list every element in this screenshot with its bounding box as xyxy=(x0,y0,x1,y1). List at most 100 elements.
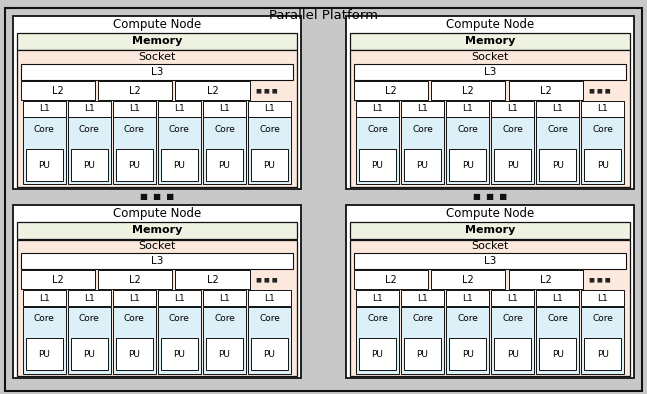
Text: L1: L1 xyxy=(174,104,185,113)
Bar xyxy=(491,307,534,374)
Bar xyxy=(71,338,108,370)
Text: L2: L2 xyxy=(129,85,141,95)
Text: PU: PU xyxy=(461,349,474,359)
Bar xyxy=(346,16,634,189)
Bar xyxy=(251,338,288,370)
Bar xyxy=(17,240,296,375)
Text: L1: L1 xyxy=(84,294,94,303)
Bar xyxy=(21,81,94,100)
Bar xyxy=(491,117,534,184)
Text: L1: L1 xyxy=(264,104,275,113)
Bar xyxy=(98,81,172,100)
Bar xyxy=(494,338,531,370)
Text: L2: L2 xyxy=(129,275,141,284)
Text: PU: PU xyxy=(83,160,95,169)
Bar xyxy=(401,101,444,117)
Text: Memory: Memory xyxy=(132,36,182,46)
Bar xyxy=(446,290,489,306)
Text: L1: L1 xyxy=(219,294,230,303)
Bar xyxy=(354,64,626,80)
Bar xyxy=(346,205,634,378)
Text: Core: Core xyxy=(547,125,568,134)
Text: Memory: Memory xyxy=(465,36,515,46)
Bar xyxy=(158,101,201,117)
Bar xyxy=(23,307,66,374)
Text: L1: L1 xyxy=(553,104,563,113)
Text: L2: L2 xyxy=(463,85,474,95)
Text: Core: Core xyxy=(367,125,388,134)
Bar xyxy=(449,338,486,370)
Bar xyxy=(494,149,531,181)
Bar xyxy=(68,290,111,306)
Bar xyxy=(509,270,583,289)
Text: L2: L2 xyxy=(385,85,397,95)
Bar xyxy=(13,16,301,189)
Bar xyxy=(581,117,624,184)
Bar xyxy=(23,290,66,306)
Text: PU: PU xyxy=(507,349,519,359)
Bar xyxy=(68,101,111,117)
Text: ■ ■ ■: ■ ■ ■ xyxy=(589,88,610,93)
Bar xyxy=(248,290,291,306)
Bar xyxy=(158,290,201,306)
Text: L3: L3 xyxy=(151,67,163,77)
Bar xyxy=(446,117,489,184)
Text: Core: Core xyxy=(593,314,613,323)
Bar xyxy=(21,253,293,269)
Text: PU: PU xyxy=(38,349,50,359)
Text: L1: L1 xyxy=(597,104,608,113)
Bar xyxy=(351,222,630,239)
Text: Memory: Memory xyxy=(465,225,515,236)
Bar xyxy=(536,290,579,306)
Bar xyxy=(584,149,621,181)
Text: Core: Core xyxy=(259,314,280,323)
Bar xyxy=(491,290,534,306)
Bar xyxy=(251,149,288,181)
Text: L2: L2 xyxy=(385,275,397,284)
Text: L3: L3 xyxy=(484,256,496,266)
Text: PU: PU xyxy=(173,349,186,359)
Text: L2: L2 xyxy=(206,275,219,284)
Text: L1: L1 xyxy=(417,104,428,113)
Text: ■ ■ ■: ■ ■ ■ xyxy=(256,277,277,282)
Text: ■  ■  ■: ■ ■ ■ xyxy=(473,193,507,201)
Text: L1: L1 xyxy=(417,294,428,303)
Bar xyxy=(23,117,66,184)
Bar xyxy=(432,270,505,289)
Bar xyxy=(26,149,63,181)
Bar xyxy=(68,117,111,184)
Bar xyxy=(404,149,441,181)
Text: PU: PU xyxy=(128,349,140,359)
Text: L1: L1 xyxy=(129,294,140,303)
Bar xyxy=(23,101,66,117)
Text: PU: PU xyxy=(371,349,384,359)
Text: Core: Core xyxy=(593,125,613,134)
Text: Socket: Socket xyxy=(138,52,175,62)
Bar xyxy=(432,81,505,100)
Text: Core: Core xyxy=(457,125,478,134)
Bar xyxy=(351,50,630,186)
Text: L1: L1 xyxy=(219,104,230,113)
Text: Core: Core xyxy=(502,125,523,134)
Bar xyxy=(536,101,579,117)
Text: PU: PU xyxy=(552,160,564,169)
Text: PU: PU xyxy=(597,349,609,359)
Bar xyxy=(206,338,243,370)
Bar xyxy=(161,149,198,181)
Text: Core: Core xyxy=(124,125,145,134)
Text: Compute Node: Compute Node xyxy=(446,207,534,220)
Bar xyxy=(446,307,489,374)
Bar xyxy=(113,117,156,184)
Bar xyxy=(248,307,291,374)
Bar xyxy=(536,307,579,374)
Text: ■ ■ ■: ■ ■ ■ xyxy=(589,277,610,282)
Bar xyxy=(17,33,296,50)
Text: PU: PU xyxy=(263,160,276,169)
Text: PU: PU xyxy=(461,160,474,169)
Bar xyxy=(203,290,246,306)
Text: Core: Core xyxy=(124,314,145,323)
Text: L2: L2 xyxy=(206,85,219,95)
Bar xyxy=(491,101,534,117)
Bar xyxy=(449,149,486,181)
Bar xyxy=(116,338,153,370)
